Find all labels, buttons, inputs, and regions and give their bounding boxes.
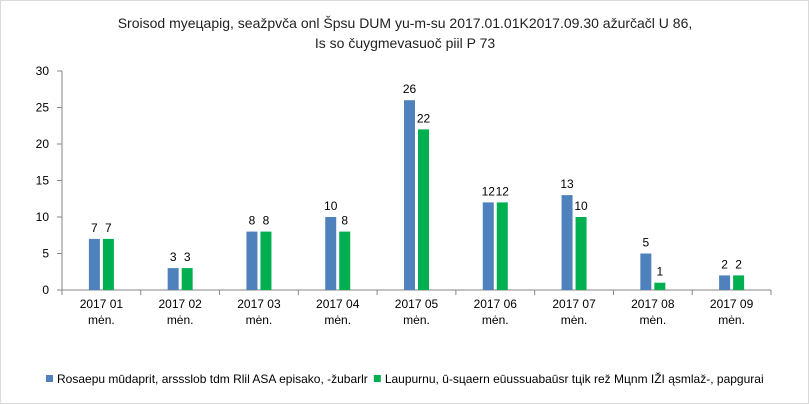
data-label-series-1: 5	[642, 236, 649, 250]
x-tick-label: 2017 07	[552, 297, 596, 311]
x-tick-label: 2017 06	[474, 297, 518, 311]
data-label-series-1: 12	[482, 184, 496, 198]
legend-label-series-2: Laupurnu, ū-sцaern eūussuabaūsr tцik rež…	[385, 371, 764, 386]
y-tick-label: 0	[42, 283, 49, 297]
bars	[88, 100, 745, 290]
data-label-series-1: 2	[721, 257, 728, 271]
bar-series-2	[575, 217, 587, 290]
legend-swatch-series-2	[373, 375, 381, 382]
x-tick-label: 2017 03	[237, 297, 281, 311]
y-tick-label: 5	[42, 247, 49, 261]
data-label-series-2: 2	[735, 257, 742, 271]
bar-series-2	[733, 275, 745, 290]
y-tick-label: 30	[36, 64, 50, 78]
data-label-series-2: 8	[263, 214, 270, 228]
y-tick-label: 25	[36, 101, 50, 115]
bar-series-2	[654, 282, 666, 290]
bar-series-2	[496, 202, 508, 290]
data-label-series-1: 13	[560, 177, 574, 191]
x-tick-label: 2017 08	[631, 297, 675, 311]
x-tick-label-unit: mėn.	[639, 313, 666, 327]
data-label-series-1: 8	[249, 214, 256, 228]
legend-swatch-series-1	[46, 375, 53, 382]
bar-series-1	[404, 100, 415, 290]
bar-series-1	[482, 202, 494, 290]
y-tick-label: 20	[36, 137, 50, 151]
x-tick-label-unit: mėn.	[561, 313, 588, 327]
data-label-series-2: 7	[105, 221, 112, 235]
bar-series-1	[719, 275, 731, 290]
bar-series-1	[167, 268, 179, 290]
bar-series-1	[88, 238, 100, 290]
x-tick-label-unit: mėn.	[167, 313, 194, 327]
chart-title: Sroisod mуeцapig, seažpvča onl Špsu DUM …	[118, 15, 693, 51]
data-label-series-2: 1	[656, 265, 663, 279]
x-tick-label: 2017 04	[316, 297, 360, 311]
bar-series-2	[181, 268, 193, 290]
data-label-series-2: 10	[574, 199, 588, 213]
x-tick-label-unit: mėn.	[718, 313, 745, 327]
x-tick-label: 2017 05	[395, 297, 439, 311]
data-label-series-1: 26	[403, 82, 417, 96]
data-label-series-1: 3	[170, 250, 177, 264]
data-label-series-2: 3	[184, 250, 191, 264]
y-tick-label: 10	[36, 210, 50, 224]
x-tick-label-unit: mėn.	[324, 313, 351, 327]
x-tick-label: 2017 01	[80, 297, 124, 311]
chart-title-line-1: Sroisod mуeцapig, seažpvča onl Špsu DUM …	[118, 15, 693, 31]
bar-series-1	[561, 195, 573, 290]
x-tick-label-unit: mėn.	[482, 313, 509, 327]
data-label-series-2: 22	[417, 111, 431, 125]
legend: Rosaepu mūdaprit, arssslob tdm Rlil ASA …	[46, 371, 764, 386]
bar-series-2	[339, 231, 351, 290]
data-label-series-2: 8	[341, 214, 348, 228]
x-tick-label-unit: mėn.	[403, 313, 430, 327]
x-tick-label-unit: mėn.	[88, 313, 115, 327]
data-label-series-1: 10	[324, 199, 338, 213]
bar-series-2	[260, 231, 272, 290]
bar-series-1	[325, 217, 337, 290]
y-tick-label: 15	[36, 174, 50, 188]
bar-series-1	[246, 231, 258, 290]
legend-label-series-1: Rosaepu mūdaprit, arssslob tdm Rlil ASA …	[57, 372, 368, 386]
x-tick-label: 2017 09	[710, 297, 754, 311]
bar-series-2	[102, 238, 114, 290]
data-label-series-1: 7	[91, 221, 98, 235]
x-tick-label-unit: mėn.	[246, 313, 273, 327]
data-label-series-2: 12	[496, 184, 510, 198]
chart-title-line-2: Is so čuygmevasuoč piil P 73	[315, 35, 495, 51]
x-tick-label: 2017 02	[158, 297, 202, 311]
bar-series-2	[418, 129, 429, 290]
bar-series-1	[640, 253, 652, 290]
